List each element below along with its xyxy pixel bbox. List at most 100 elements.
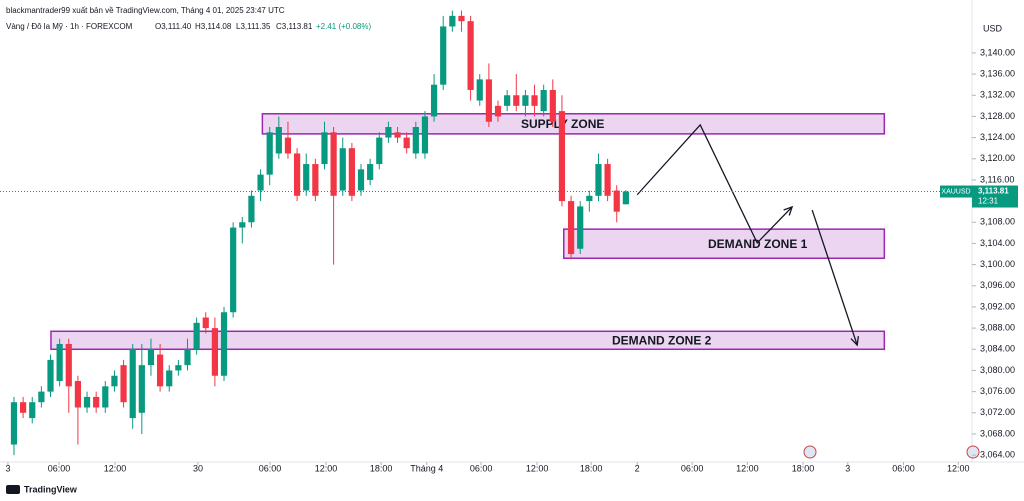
candle-body: [20, 402, 27, 413]
y-tick-label: 3,088.00: [980, 322, 1015, 332]
candle-body: [83, 396, 91, 408]
candle-body: [412, 127, 419, 154]
candle-body: [111, 375, 118, 387]
x-tick-label: 18:00: [370, 463, 393, 473]
change-label: +2.41 (+0.08%): [316, 22, 371, 31]
open-label: O3,111.40: [155, 22, 192, 31]
y-tick-label: 3,076.00: [980, 386, 1015, 396]
y-tick-label: 3,080.00: [980, 365, 1015, 375]
brand-logo: [6, 485, 20, 494]
symbol-title: Vàng / Đô la Mỹ · 1h · FOREXCOM: [6, 22, 133, 31]
brand: TradingView: [24, 484, 78, 494]
candle-body: [339, 148, 346, 191]
x-tick-label: 18:00: [580, 463, 603, 473]
candle-body: [513, 95, 520, 106]
candle-body: [65, 343, 72, 387]
x-tick-label: 06:00: [48, 463, 71, 473]
symbol-label: XAUUSD: [941, 188, 970, 195]
candle-body: [567, 201, 575, 255]
candle-body: [367, 164, 374, 180]
candle-body: [47, 359, 54, 392]
candle-body: [476, 79, 483, 101]
close-label: C3,113.81: [276, 22, 313, 31]
y-tick-label: 3,072.00: [980, 407, 1015, 417]
candle-body: [430, 84, 438, 117]
y-tick-label: 3,124.00: [980, 132, 1015, 142]
event-flag[interactable]: [803, 445, 817, 459]
candle-body: [239, 222, 246, 228]
last-price-label: 3,113.81: [978, 187, 1009, 196]
x-tick-label: 12:00: [315, 463, 338, 473]
candle-body: [586, 195, 593, 202]
candle-body: [622, 191, 629, 205]
countdown: 12:31: [978, 197, 999, 206]
candle-body: [74, 381, 82, 408]
candle-body: [266, 132, 273, 175]
x-tick-label: 3: [5, 463, 10, 473]
candle-body: [284, 137, 292, 154]
candle-body: [120, 365, 127, 403]
candle-body: [449, 15, 456, 27]
y-tick-label: 3,068.00: [980, 428, 1015, 438]
x-tick-label: Tháng 4: [410, 463, 443, 473]
candle-body: [312, 164, 319, 196]
candle-body: [10, 402, 18, 445]
y-tick-label: 3,092.00: [980, 301, 1015, 311]
candle-body: [275, 127, 282, 154]
candle-body: [357, 169, 365, 191]
y-tick-label: 3,100.00: [980, 259, 1015, 269]
candle-body: [220, 312, 228, 376]
candle-body: [138, 365, 145, 413]
candle-body: [458, 15, 465, 22]
candle-body: [175, 365, 182, 371]
x-tick-label: 12:00: [104, 463, 127, 473]
arrow: [636, 123, 793, 245]
x-tick-label: 12:00: [736, 463, 759, 473]
y-tick-label: 3,108.00: [980, 217, 1015, 227]
zone-label: DEMAND ZONE 2: [612, 333, 712, 347]
candle-body: [385, 127, 392, 138]
candle-body: [166, 370, 173, 387]
symbol-tag: [940, 185, 972, 198]
y-tick-label: 3,104.00: [980, 238, 1015, 248]
candle-body: [102, 386, 109, 408]
candle-body: [485, 79, 492, 122]
event-flag[interactable]: [966, 445, 980, 459]
x-tick-label: 30: [193, 463, 203, 473]
candle-body: [321, 132, 328, 165]
low-label: L3,111.35: [236, 22, 271, 31]
candle-body: [29, 402, 36, 419]
credit: blackmantrader99 xuất bản về TradingView…: [6, 6, 285, 15]
candle-body: [595, 164, 602, 196]
candle-body: [330, 132, 337, 196]
candle-body: [494, 105, 502, 117]
arrow: [811, 209, 858, 346]
candle-body: [147, 349, 155, 366]
candle-body: [531, 95, 538, 106]
high-label: H3,114.08: [195, 22, 232, 31]
candle-body: [230, 227, 237, 313]
candle-body: [522, 95, 529, 106]
candle-body: [156, 354, 164, 387]
zone: [50, 330, 886, 351]
y-tick-label: 3,136.00: [980, 68, 1015, 78]
y-tick-label: 3,064.00: [980, 449, 1015, 459]
arrow-head: [850, 336, 859, 347]
x-tick-label: 18:00: [792, 463, 815, 473]
y-tick-label: 3,120.00: [980, 153, 1015, 163]
y-tick-label: 3,128.00: [980, 111, 1015, 121]
y-tick-label: 3,084.00: [980, 344, 1015, 354]
candle-body: [257, 174, 264, 191]
candle-body: [403, 137, 410, 149]
candle-body: [376, 137, 383, 165]
x-tick-label: 12:00: [526, 463, 549, 473]
candle-body: [604, 164, 611, 196]
zone: [563, 228, 886, 260]
candle-body: [440, 26, 447, 85]
x-tick-label: 12:00: [947, 463, 970, 473]
x-tick-label: 06:00: [259, 463, 282, 473]
candle-body: [129, 349, 136, 419]
candle-body: [540, 89, 547, 112]
arrow-head: [783, 205, 794, 216]
